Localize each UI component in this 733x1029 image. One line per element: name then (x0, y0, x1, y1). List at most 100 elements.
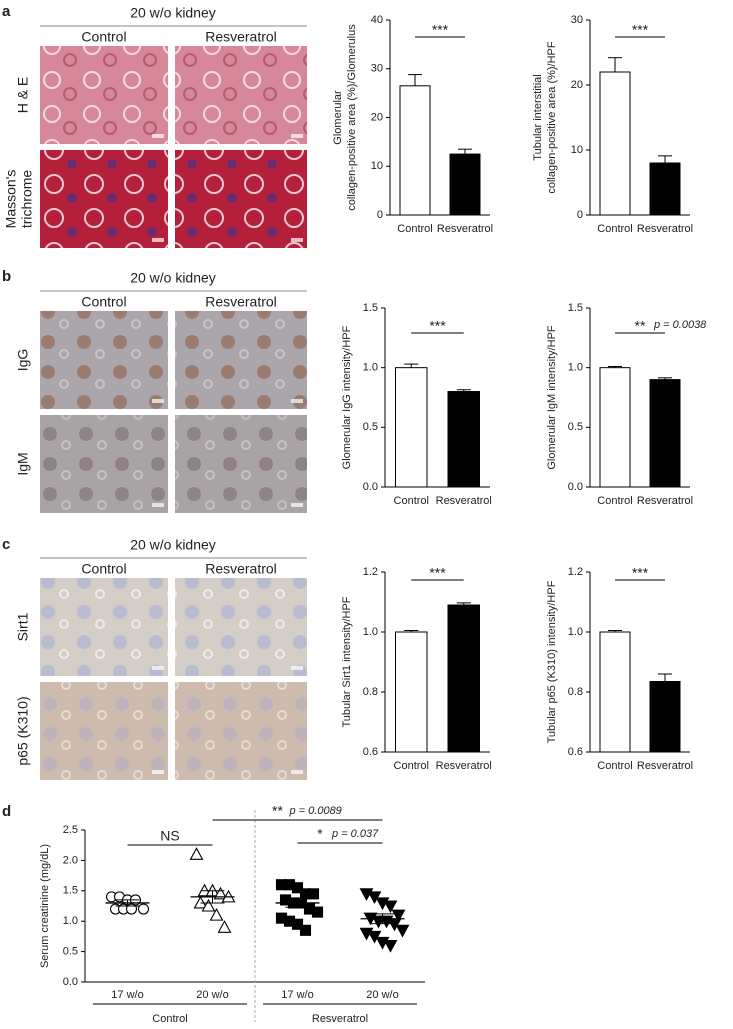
y-tick-label: 0.0 (568, 481, 583, 493)
data-point (209, 907, 224, 921)
p-value: p = 0.0089 (289, 805, 342, 817)
x-tick-label: Resveratrol (436, 495, 492, 507)
data-point (311, 906, 324, 918)
y-axis-label: collagen-positive area (%)/HPF (546, 41, 558, 194)
significance-stars: *** (632, 22, 649, 38)
micrograph-image (40, 682, 168, 780)
bar (599, 71, 631, 216)
x-tick-label: Resveratrol (637, 495, 693, 507)
y-tick-label: 30 (371, 63, 383, 75)
y-axis-label: collagen-positive area (%)/Glomerulus (346, 24, 358, 211)
data-point (125, 903, 138, 915)
y-tick-label: 1.5 (363, 302, 378, 314)
panel-letter: d (2, 803, 11, 820)
scale-bar (152, 134, 164, 138)
y-tick-label: 0.8 (363, 686, 378, 698)
x-tick-label: 20 w/o (366, 989, 398, 1001)
y-tick-label: 1.0 (63, 915, 78, 927)
y-tick-label: 10 (371, 160, 383, 172)
micrograph-title: 20 w/o kidney (130, 5, 216, 21)
panel-letter: b (2, 268, 11, 285)
data-point (217, 920, 232, 933)
scale-bar (152, 666, 164, 670)
bar (395, 631, 428, 753)
micrograph-image (40, 46, 168, 144)
data-point (291, 882, 304, 894)
y-axis-label: Glomerular IgG intensity/HPF (341, 325, 353, 469)
significance-stars: * (317, 826, 323, 842)
panel-letter: c (2, 536, 10, 553)
bar (599, 631, 631, 753)
data-point (391, 909, 406, 923)
scale-bar (291, 134, 303, 138)
y-tick-label: 30 (571, 14, 583, 26)
data-point (299, 924, 312, 936)
scale-bar (152, 238, 164, 242)
column-label: Control (81, 29, 126, 45)
row-label: Sirt1 (15, 612, 31, 641)
data-point (201, 898, 216, 912)
scale-bar (152, 770, 164, 774)
scale-bar (291, 770, 303, 774)
y-tick-label: 0.6 (568, 746, 583, 758)
bar (447, 391, 480, 488)
bar (399, 85, 431, 216)
scale-bar (291, 503, 303, 507)
y-tick-label: 1.2 (568, 566, 583, 578)
column-label: Resveratrol (205, 561, 277, 577)
y-tick-label: 0 (377, 209, 383, 221)
micrograph-title: 20 w/o kidney (130, 537, 216, 553)
y-axis-label: Tubular Sirt1 intensity/HPF (341, 596, 353, 727)
bar (599, 367, 631, 488)
row-label: trichrome (19, 170, 35, 229)
y-tick-label: 20 (571, 79, 583, 91)
significance-stars: *** (632, 565, 649, 581)
row-label: H & E (15, 77, 31, 114)
y-tick-label: 1.0 (568, 626, 583, 638)
y-tick-label: 40 (371, 14, 383, 26)
y-tick-label: 1.2 (363, 566, 378, 578)
bar (395, 367, 428, 488)
scale-bar (291, 238, 303, 242)
y-tick-label: 0.0 (363, 481, 378, 493)
group-label: Control (152, 1013, 187, 1025)
micrograph-title: 20 w/o kidney (130, 270, 216, 286)
x-tick-label: 17 w/o (281, 989, 313, 1001)
x-tick-label: Control (397, 223, 432, 235)
significance-stars: NS (160, 828, 179, 844)
significance-stars: *** (429, 318, 446, 334)
row-label: IgG (15, 349, 31, 372)
micrograph-image (40, 415, 168, 513)
micrograph-image (40, 150, 168, 248)
y-tick-label: 10 (571, 144, 583, 156)
y-tick-label: 0.5 (568, 421, 583, 433)
x-tick-label: 20 w/o (196, 989, 228, 1001)
x-tick-label: Resveratrol (437, 223, 493, 235)
scale-bar (152, 399, 164, 403)
micrograph-image (175, 415, 307, 513)
group-label: Resveratrol (312, 1013, 368, 1025)
data-point (307, 888, 320, 900)
y-tick-label: 2.0 (63, 854, 78, 866)
column-label: Control (81, 294, 126, 310)
y-tick-label: 20 (371, 111, 383, 123)
micrograph-image (175, 150, 307, 248)
y-axis-label: Glomerular IgM intensity/HPF (546, 325, 558, 470)
significance-stars: ** (635, 318, 646, 334)
data-point (367, 891, 382, 905)
y-tick-label: 0.5 (363, 421, 378, 433)
column-label: Control (81, 561, 126, 577)
data-point (367, 930, 382, 944)
data-point (213, 886, 228, 900)
x-tick-label: 17 w/o (111, 989, 143, 1001)
y-tick-label: 0.8 (568, 686, 583, 698)
x-tick-label: Resveratrol (637, 760, 693, 772)
y-tick-label: 1.0 (363, 626, 378, 638)
x-tick-label: Resveratrol (436, 760, 492, 772)
y-tick-label: 0.0 (63, 976, 78, 988)
p-value: p = 0.037 (331, 828, 379, 840)
bar (447, 604, 480, 753)
y-tick-label: 0 (577, 209, 583, 221)
